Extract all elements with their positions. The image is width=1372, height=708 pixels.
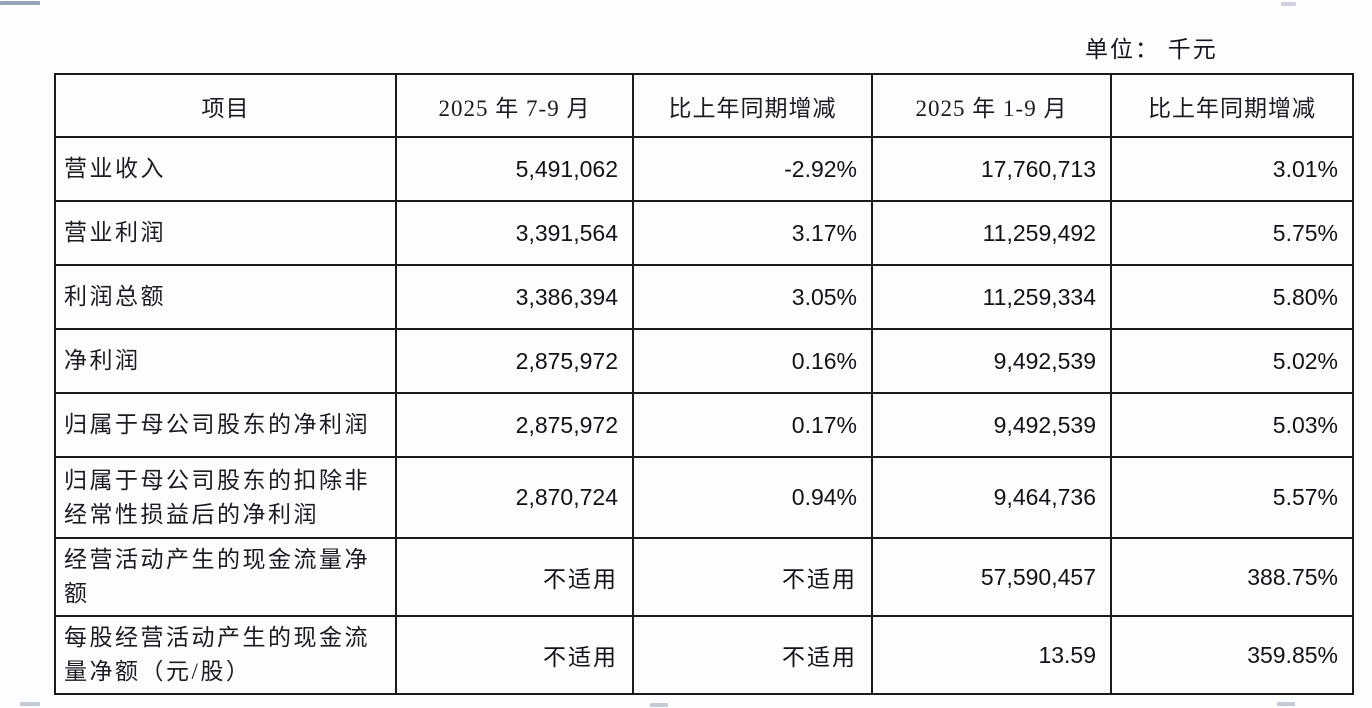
column-header-ytd-2025: 2025 年 1-9 月 bbox=[871, 73, 1112, 138]
item-label: 利润总额 bbox=[54, 264, 397, 330]
ytd-value: 9,492,539 bbox=[871, 328, 1112, 394]
ytd-yoy-value: 5.57% bbox=[1110, 456, 1354, 539]
ytd-value: 13.59 bbox=[871, 615, 1112, 695]
q3-value: 5,491,062 bbox=[395, 136, 634, 202]
ytd-yoy-value: 5.02% bbox=[1110, 328, 1354, 394]
ytd-yoy-value: 388.75% bbox=[1110, 537, 1354, 617]
column-header-q3-2025: 2025 年 7-9 月 bbox=[395, 73, 634, 138]
item-label: 净利润 bbox=[54, 328, 397, 394]
ytd-value: 9,492,539 bbox=[871, 392, 1112, 458]
table-row-total-profit: 利润总额 3,386,394 3.05% 11,259,334 5.80% bbox=[54, 264, 1354, 330]
item-label: 归属于母公司股东的扣除非 经常性损益后的净利润 bbox=[54, 456, 397, 539]
table-row-cash-flow-per-share: 每股经营活动产生的现金流 量净额（元/股） 不适用 不适用 13.59 359.… bbox=[54, 615, 1354, 695]
q3-value: 不适用 bbox=[395, 537, 634, 617]
ytd-yoy-value: 5.03% bbox=[1110, 392, 1354, 458]
table-header-row: 项目 2025 年 7-9 月 比上年同期增减 2025 年 1-9 月 比上年… bbox=[54, 73, 1354, 138]
edge-artifact-bottom-center bbox=[650, 703, 668, 707]
q3-yoy-value: -2.92% bbox=[632, 136, 873, 202]
edge-artifact-top-left bbox=[0, 1, 40, 5]
column-header-ytd-yoy: 比上年同期增减 bbox=[1110, 73, 1354, 138]
item-label: 每股经营活动产生的现金流 量净额（元/股） bbox=[54, 615, 397, 695]
table-row-operating-profit: 营业利润 3,391,564 3.17% 11,259,492 5.75% bbox=[54, 200, 1354, 266]
column-header-q3-yoy: 比上年同期增减 bbox=[632, 73, 873, 138]
q3-yoy-value: 0.16% bbox=[632, 328, 873, 394]
ytd-yoy-value: 5.80% bbox=[1110, 264, 1354, 330]
q3-value: 2,875,972 bbox=[395, 328, 634, 394]
column-header-item: 项目 bbox=[54, 73, 397, 138]
ytd-value: 9,464,736 bbox=[871, 456, 1112, 539]
q3-value: 2,870,724 bbox=[395, 456, 634, 539]
ytd-value: 11,259,492 bbox=[871, 200, 1112, 266]
q3-value: 不适用 bbox=[395, 615, 634, 695]
ytd-yoy-value: 5.75% bbox=[1110, 200, 1354, 266]
ytd-value: 17,760,713 bbox=[871, 136, 1112, 202]
ytd-yoy-value: 359.85% bbox=[1110, 615, 1354, 695]
ytd-value: 11,259,334 bbox=[871, 264, 1112, 330]
ytd-yoy-value: 3.01% bbox=[1110, 136, 1354, 202]
table-row-net-profit-deducted: 归属于母公司股东的扣除非 经常性损益后的净利润 2,870,724 0.94% … bbox=[54, 456, 1354, 539]
q3-yoy-value: 3.17% bbox=[632, 200, 873, 266]
q3-yoy-value: 0.17% bbox=[632, 392, 873, 458]
financial-results-table: 项目 2025 年 7-9 月 比上年同期增减 2025 年 1-9 月 比上年… bbox=[54, 73, 1354, 695]
q3-yoy-value: 不适用 bbox=[632, 615, 873, 695]
item-label: 营业利润 bbox=[54, 200, 397, 266]
q3-value: 2,875,972 bbox=[395, 392, 634, 458]
table-row-revenue: 营业收入 5,491,062 -2.92% 17,760,713 3.01% bbox=[54, 136, 1354, 202]
item-label: 经营活动产生的现金流量净 额 bbox=[54, 537, 397, 617]
q3-yoy-value: 0.94% bbox=[632, 456, 873, 539]
ytd-value: 57,590,457 bbox=[871, 537, 1112, 617]
edge-artifact-bottom-right bbox=[1277, 702, 1295, 706]
q3-yoy-value: 不适用 bbox=[632, 537, 873, 617]
table-row-net-profit-parent: 归属于母公司股东的净利润 2,875,972 0.17% 9,492,539 5… bbox=[54, 392, 1354, 458]
unit-label: 单位： 千元 bbox=[1085, 37, 1218, 62]
table-row-net-profit: 净利润 2,875,972 0.16% 9,492,539 5.02% bbox=[54, 328, 1354, 394]
q3-value: 3,391,564 bbox=[395, 200, 634, 266]
item-label: 归属于母公司股东的净利润 bbox=[54, 392, 397, 458]
q3-yoy-value: 3.05% bbox=[632, 264, 873, 330]
table-row-operating-cash-flow: 经营活动产生的现金流量净 额 不适用 不适用 57,590,457 388.75… bbox=[54, 537, 1354, 617]
q3-value: 3,386,394 bbox=[395, 264, 634, 330]
edge-artifact-bottom-left bbox=[20, 702, 40, 706]
edge-artifact-top-right bbox=[1281, 2, 1296, 6]
item-label: 营业收入 bbox=[54, 136, 397, 202]
